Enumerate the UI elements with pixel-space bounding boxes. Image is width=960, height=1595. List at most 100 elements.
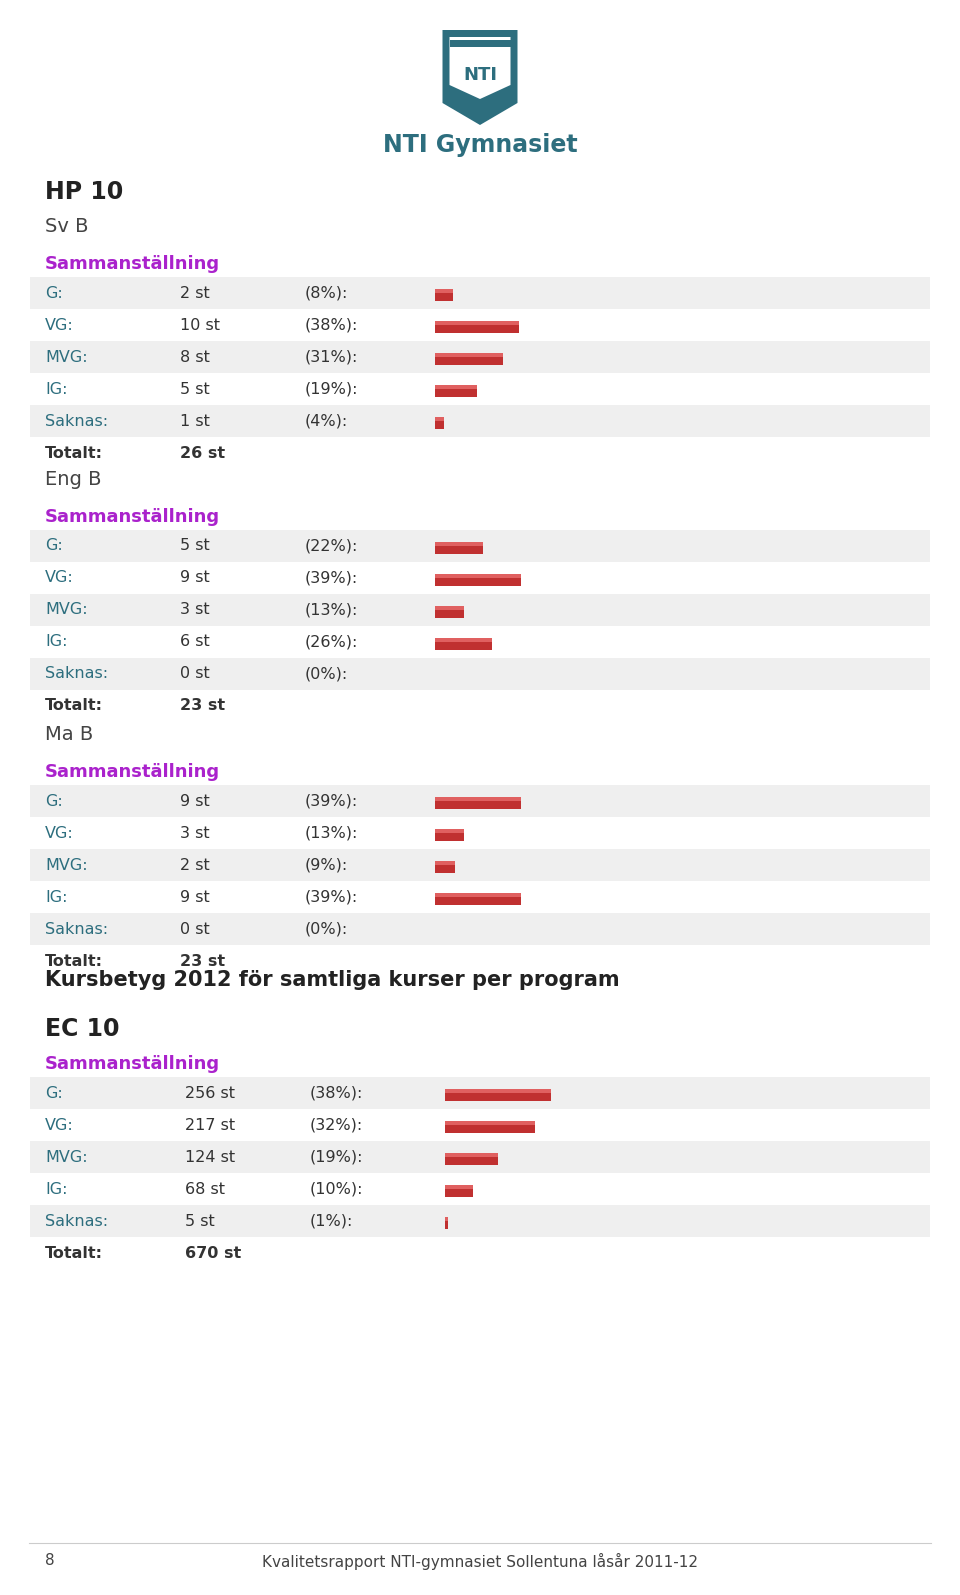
Text: NTI: NTI bbox=[463, 65, 497, 83]
Text: IG:: IG: bbox=[45, 890, 67, 904]
Text: MVG:: MVG: bbox=[45, 1150, 87, 1164]
Bar bbox=[30, 912, 930, 944]
Text: (26%):: (26%): bbox=[305, 635, 358, 649]
FancyBboxPatch shape bbox=[435, 293, 452, 301]
Text: (19%):: (19%): bbox=[310, 1150, 364, 1164]
Text: Ma B: Ma B bbox=[45, 726, 93, 743]
Text: 26 st: 26 st bbox=[180, 445, 226, 461]
Text: (39%):: (39%): bbox=[305, 890, 358, 904]
Text: Totalt:: Totalt: bbox=[45, 954, 103, 968]
Bar bbox=[30, 1109, 930, 1140]
FancyBboxPatch shape bbox=[435, 325, 518, 333]
Text: 9 st: 9 st bbox=[180, 890, 209, 904]
Bar bbox=[30, 1238, 930, 1270]
Text: (32%):: (32%): bbox=[310, 1118, 363, 1132]
Text: (38%):: (38%): bbox=[310, 1086, 364, 1101]
Polygon shape bbox=[449, 37, 511, 99]
Text: 2 st: 2 st bbox=[180, 286, 209, 300]
FancyBboxPatch shape bbox=[445, 1089, 551, 1097]
Text: VG:: VG: bbox=[45, 1118, 74, 1132]
Text: 8 st: 8 st bbox=[180, 349, 210, 365]
Text: Totalt:: Totalt: bbox=[45, 699, 103, 713]
FancyBboxPatch shape bbox=[435, 357, 503, 365]
Text: Kursbetyg 2012 för samtliga kurser per program: Kursbetyg 2012 för samtliga kurser per p… bbox=[45, 970, 619, 990]
Text: 0 st: 0 st bbox=[180, 922, 209, 936]
Text: (8%):: (8%): bbox=[305, 286, 348, 300]
Bar bbox=[449, 40, 511, 46]
Text: (0%):: (0%): bbox=[305, 667, 348, 681]
Bar bbox=[30, 373, 930, 405]
Text: 5 st: 5 st bbox=[180, 381, 209, 397]
Text: Saknas:: Saknas: bbox=[45, 922, 108, 936]
FancyBboxPatch shape bbox=[435, 389, 477, 397]
FancyBboxPatch shape bbox=[435, 643, 492, 651]
Text: (13%):: (13%): bbox=[305, 603, 358, 617]
Text: Saknas:: Saknas: bbox=[45, 1214, 108, 1228]
Text: G:: G: bbox=[45, 539, 62, 553]
FancyBboxPatch shape bbox=[445, 1124, 535, 1134]
FancyBboxPatch shape bbox=[435, 416, 444, 426]
FancyBboxPatch shape bbox=[435, 606, 464, 614]
FancyBboxPatch shape bbox=[435, 801, 520, 809]
FancyBboxPatch shape bbox=[445, 1188, 473, 1198]
FancyBboxPatch shape bbox=[435, 421, 444, 429]
Text: 3 st: 3 st bbox=[180, 603, 209, 617]
Text: (19%):: (19%): bbox=[305, 381, 358, 397]
Text: 124 st: 124 st bbox=[185, 1150, 235, 1164]
FancyBboxPatch shape bbox=[435, 542, 484, 550]
Text: G:: G: bbox=[45, 793, 62, 809]
Text: 5 st: 5 st bbox=[185, 1214, 215, 1228]
Bar bbox=[30, 1140, 930, 1172]
Bar bbox=[30, 278, 930, 309]
FancyBboxPatch shape bbox=[445, 1156, 498, 1166]
Text: Sammanställning: Sammanställning bbox=[45, 255, 220, 273]
Text: (0%):: (0%): bbox=[305, 922, 348, 936]
Text: (22%):: (22%): bbox=[305, 539, 358, 553]
FancyBboxPatch shape bbox=[435, 893, 520, 901]
Text: (39%):: (39%): bbox=[305, 571, 358, 585]
Text: 23 st: 23 st bbox=[180, 699, 226, 713]
Bar bbox=[30, 849, 930, 880]
Text: (4%):: (4%): bbox=[305, 413, 348, 429]
Text: MVG:: MVG: bbox=[45, 858, 87, 872]
Text: IG:: IG: bbox=[45, 635, 67, 649]
Text: 6 st: 6 st bbox=[180, 635, 209, 649]
Text: NTI Gymnasiet: NTI Gymnasiet bbox=[383, 132, 577, 156]
Text: VG:: VG: bbox=[45, 826, 74, 841]
FancyBboxPatch shape bbox=[435, 574, 520, 582]
Text: 9 st: 9 st bbox=[180, 571, 209, 585]
Text: VG:: VG: bbox=[45, 317, 74, 332]
Text: IG:: IG: bbox=[45, 1182, 67, 1196]
Text: Totalt:: Totalt: bbox=[45, 445, 103, 461]
Text: 3 st: 3 st bbox=[180, 826, 209, 841]
FancyBboxPatch shape bbox=[435, 289, 452, 297]
Text: (38%):: (38%): bbox=[305, 317, 358, 332]
Text: Kvalitetsrapport NTI-gymnasiet Sollentuna låsår 2011-12: Kvalitetsrapport NTI-gymnasiet Sollentun… bbox=[262, 1554, 698, 1569]
Bar bbox=[30, 341, 930, 373]
Bar bbox=[30, 659, 930, 691]
FancyBboxPatch shape bbox=[435, 321, 518, 329]
Text: EC 10: EC 10 bbox=[45, 1018, 119, 1042]
Text: Sv B: Sv B bbox=[45, 217, 88, 236]
Text: Totalt:: Totalt: bbox=[45, 1246, 103, 1260]
Text: 10 st: 10 st bbox=[180, 317, 220, 332]
Bar bbox=[30, 1077, 930, 1109]
Bar bbox=[30, 405, 930, 437]
Polygon shape bbox=[443, 30, 517, 124]
Text: G:: G: bbox=[45, 286, 62, 300]
Text: 1 st: 1 st bbox=[180, 413, 210, 429]
FancyBboxPatch shape bbox=[445, 1153, 498, 1161]
Bar bbox=[30, 625, 930, 659]
Bar bbox=[30, 1204, 930, 1238]
Text: 5 st: 5 st bbox=[180, 539, 209, 553]
Text: MVG:: MVG: bbox=[45, 349, 87, 365]
FancyBboxPatch shape bbox=[445, 1121, 535, 1129]
Bar bbox=[30, 437, 930, 469]
Text: (31%):: (31%): bbox=[305, 349, 358, 365]
Text: (13%):: (13%): bbox=[305, 826, 358, 841]
FancyBboxPatch shape bbox=[435, 638, 492, 646]
Text: 670 st: 670 st bbox=[185, 1246, 241, 1260]
Bar bbox=[30, 309, 930, 341]
Text: Sammanställning: Sammanställning bbox=[45, 762, 220, 782]
FancyBboxPatch shape bbox=[445, 1093, 551, 1101]
